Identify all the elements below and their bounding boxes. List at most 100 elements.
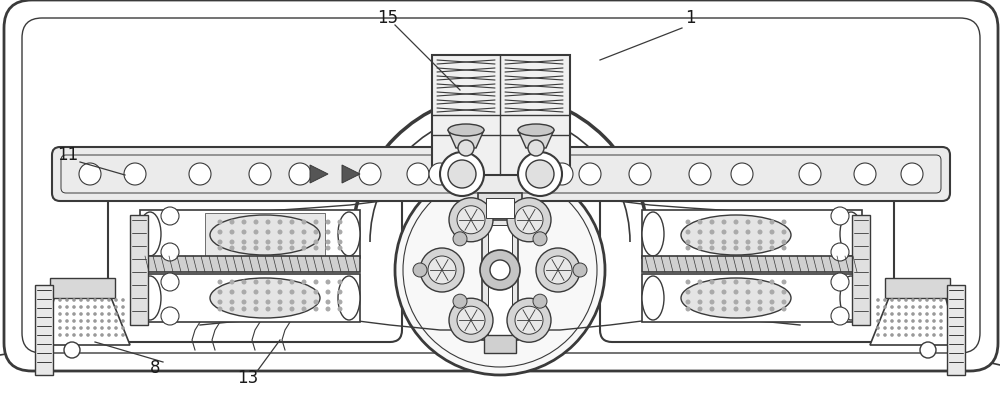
- Circle shape: [314, 307, 318, 311]
- Circle shape: [918, 312, 922, 316]
- Circle shape: [876, 312, 880, 316]
- Circle shape: [911, 326, 915, 330]
- Circle shape: [242, 307, 246, 311]
- Circle shape: [746, 279, 750, 284]
- Circle shape: [79, 333, 83, 337]
- Circle shape: [326, 300, 330, 305]
- Circle shape: [782, 290, 786, 294]
- Circle shape: [518, 152, 562, 196]
- Circle shape: [453, 294, 467, 308]
- Circle shape: [326, 239, 330, 245]
- Circle shape: [710, 230, 714, 234]
- Bar: [140, 210, 360, 258]
- Circle shape: [722, 290, 726, 294]
- Circle shape: [72, 319, 76, 323]
- Ellipse shape: [139, 212, 161, 256]
- Circle shape: [770, 220, 774, 224]
- Ellipse shape: [338, 212, 360, 256]
- Circle shape: [544, 256, 572, 284]
- Circle shape: [925, 319, 929, 323]
- Circle shape: [338, 300, 342, 305]
- Circle shape: [242, 300, 246, 305]
- Circle shape: [904, 326, 908, 330]
- Circle shape: [326, 245, 330, 251]
- Circle shape: [722, 279, 726, 284]
- Circle shape: [528, 140, 544, 156]
- Circle shape: [897, 312, 901, 316]
- Circle shape: [161, 243, 179, 261]
- Circle shape: [302, 279, 306, 284]
- Circle shape: [290, 245, 294, 251]
- Circle shape: [107, 305, 111, 309]
- Polygon shape: [870, 295, 958, 345]
- Bar: [140, 274, 360, 322]
- Circle shape: [114, 312, 118, 316]
- Circle shape: [326, 307, 330, 311]
- Circle shape: [278, 239, 283, 245]
- Circle shape: [302, 245, 306, 251]
- Bar: [140, 256, 360, 272]
- Text: 1: 1: [685, 9, 695, 27]
- FancyBboxPatch shape: [600, 188, 894, 342]
- Circle shape: [100, 312, 104, 316]
- Circle shape: [782, 239, 786, 245]
- Circle shape: [573, 263, 587, 277]
- Circle shape: [449, 198, 493, 242]
- Circle shape: [114, 305, 118, 309]
- Circle shape: [770, 300, 774, 305]
- Circle shape: [746, 245, 750, 251]
- Circle shape: [65, 305, 69, 309]
- Circle shape: [218, 307, 222, 311]
- Circle shape: [86, 333, 90, 337]
- Circle shape: [897, 326, 901, 330]
- Circle shape: [939, 298, 943, 302]
- Circle shape: [698, 307, 702, 311]
- Circle shape: [230, 300, 234, 305]
- Circle shape: [904, 319, 908, 323]
- Circle shape: [254, 239, 258, 245]
- Circle shape: [734, 220, 738, 224]
- Circle shape: [338, 245, 342, 251]
- Circle shape: [686, 239, 690, 245]
- Circle shape: [79, 319, 83, 323]
- Polygon shape: [310, 165, 328, 183]
- Circle shape: [218, 220, 222, 224]
- Circle shape: [65, 312, 69, 316]
- Circle shape: [925, 333, 929, 337]
- Circle shape: [65, 326, 69, 330]
- Circle shape: [266, 290, 270, 294]
- Circle shape: [338, 239, 342, 245]
- Ellipse shape: [139, 276, 161, 320]
- Circle shape: [722, 230, 726, 234]
- Circle shape: [218, 290, 222, 294]
- Circle shape: [515, 306, 543, 334]
- Bar: [50, 278, 115, 298]
- Circle shape: [428, 256, 456, 284]
- Circle shape: [278, 220, 283, 224]
- Circle shape: [722, 239, 726, 245]
- Circle shape: [507, 198, 551, 242]
- Circle shape: [218, 230, 222, 234]
- Circle shape: [64, 342, 80, 358]
- Text: 15: 15: [377, 9, 399, 27]
- Circle shape: [218, 279, 222, 284]
- Circle shape: [758, 245, 763, 251]
- Circle shape: [939, 326, 943, 330]
- Circle shape: [79, 326, 83, 330]
- Circle shape: [58, 326, 62, 330]
- Circle shape: [124, 163, 146, 185]
- Circle shape: [242, 230, 246, 234]
- Circle shape: [254, 307, 258, 311]
- Circle shape: [831, 207, 849, 225]
- Circle shape: [932, 305, 936, 309]
- Circle shape: [107, 298, 111, 302]
- Circle shape: [698, 230, 702, 234]
- Circle shape: [746, 230, 750, 234]
- Circle shape: [734, 290, 738, 294]
- Circle shape: [453, 232, 467, 246]
- Ellipse shape: [681, 278, 791, 318]
- Circle shape: [746, 300, 750, 305]
- Circle shape: [904, 305, 908, 309]
- Circle shape: [722, 307, 726, 311]
- Circle shape: [93, 312, 97, 316]
